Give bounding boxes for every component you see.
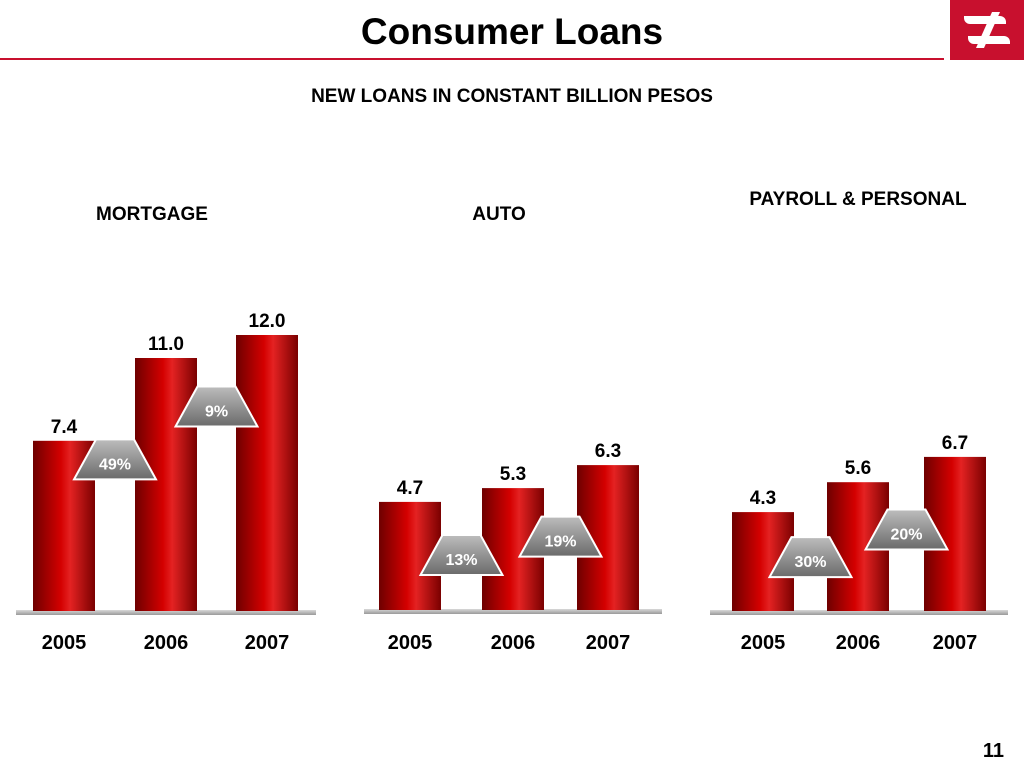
x-tick-label: 2006 bbox=[144, 632, 189, 654]
growth-badge: 20% bbox=[863, 508, 950, 551]
growth-badge: 30% bbox=[767, 536, 854, 579]
growth-label: 20% bbox=[890, 527, 922, 544]
bar-value-label: 4.3 bbox=[750, 488, 776, 509]
growth-badge: 13% bbox=[418, 534, 505, 576]
x-tick-label: 2007 bbox=[586, 632, 631, 654]
x-tick-label: 2005 bbox=[741, 632, 786, 654]
bar-2007 bbox=[236, 335, 298, 611]
growth-label: 9% bbox=[205, 404, 228, 421]
x-tick-label: 2006 bbox=[836, 632, 881, 654]
bar-value-label: 5.3 bbox=[500, 464, 526, 485]
chart-title: AUTO bbox=[472, 204, 525, 225]
chart-3: PAYROLL & PERSONAL 4.3 2005 5.6 2006 6.7 2007 3… bbox=[710, 189, 1008, 654]
growth-badge: 49% bbox=[72, 438, 158, 481]
bar-value-label: 4.7 bbox=[397, 478, 423, 499]
growth-badge: 9% bbox=[173, 385, 260, 428]
growth-badge: 19% bbox=[517, 515, 604, 558]
growth-label: 49% bbox=[99, 456, 131, 473]
bar-value-label: 11.0 bbox=[148, 334, 184, 355]
chart-baseline bbox=[16, 610, 316, 615]
growth-label: 19% bbox=[544, 534, 576, 551]
chart-title: MORTGAGE bbox=[96, 204, 208, 225]
chart-1: MORTGAGE 7.4 2005 11.0 2006 12.0 2007 49% 9% bbox=[16, 204, 316, 654]
bar-value-label: 6.3 bbox=[595, 441, 621, 462]
page-number: 11 bbox=[982, 740, 1004, 762]
x-tick-label: 2005 bbox=[388, 632, 433, 654]
title-divider bbox=[0, 58, 944, 60]
bar-value-label: 5.6 bbox=[845, 458, 871, 479]
growth-label: 30% bbox=[794, 554, 826, 571]
x-tick-label: 2007 bbox=[933, 632, 978, 654]
x-tick-label: 2006 bbox=[491, 632, 536, 654]
chart-2: AUTO 4.7 2005 5.3 2006 6.3 2007 13% 19% bbox=[364, 204, 662, 654]
bar-2006 bbox=[135, 358, 197, 611]
bar-value-label: 7.4 bbox=[51, 417, 78, 438]
chart-subtitle: NEW LOANS IN CONSTANT BILLION PESOS bbox=[311, 86, 713, 107]
bar-value-label: 12.0 bbox=[249, 311, 286, 332]
x-tick-label: 2007 bbox=[245, 632, 290, 654]
x-tick-label: 2005 bbox=[42, 632, 87, 654]
page-title: Consumer Loans bbox=[360, 11, 664, 52]
chart-title: PAYROLL & PERSONAL bbox=[749, 189, 967, 210]
bank-logo-icon bbox=[950, 0, 1024, 60]
growth-label: 13% bbox=[445, 552, 477, 569]
chart-baseline bbox=[364, 609, 662, 614]
bar-value-label: 6.7 bbox=[942, 433, 968, 454]
chart-baseline bbox=[710, 610, 1008, 615]
